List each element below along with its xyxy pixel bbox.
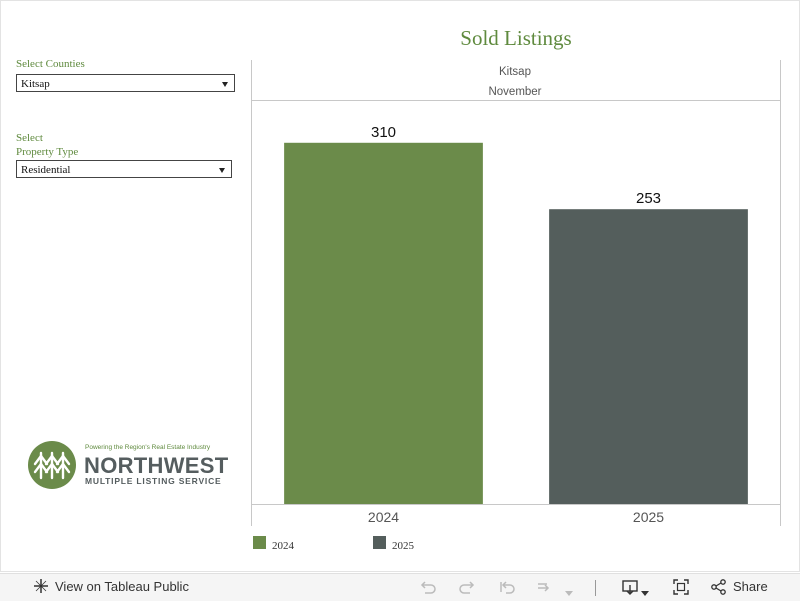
undo-icon[interactable] (419, 578, 437, 601)
tableau-logo-icon (33, 578, 49, 599)
logo-name: NORTHWEST (84, 453, 229, 478)
data-label-2025: 253 (636, 190, 661, 207)
dashboard-frame: Sold Listings Select Counties Kitsap Sel… (0, 0, 800, 572)
legend-swatch-2024 (253, 536, 266, 549)
dropdown-arrow-icon (222, 82, 228, 87)
view-on-tableau-public-link[interactable]: View on Tableau Public (55, 579, 189, 594)
data-label-2024: 310 (371, 124, 396, 141)
chart-header-month: November (488, 86, 541, 98)
toolbar-divider (595, 580, 596, 596)
nwmls-logo: Powering the Region's Real Estate Indust… (27, 440, 237, 492)
share-button[interactable]: Share (733, 579, 768, 594)
refresh-icon[interactable] (535, 578, 553, 601)
dashboard-title: Sold Listings (460, 26, 572, 50)
property-type-label-line1: Select (16, 132, 43, 144)
counties-select[interactable]: Kitsap (16, 74, 235, 92)
download-icon[interactable] (621, 578, 639, 601)
x-tick-label-2024: 2024 (368, 509, 399, 525)
redo-icon[interactable] (458, 578, 476, 601)
counties-filter-label: Select Counties (16, 58, 85, 70)
bar-2024[interactable] (284, 142, 483, 505)
revert-icon[interactable] (498, 578, 516, 601)
legend-label-2024: 2024 (272, 540, 294, 552)
download-dropdown-icon[interactable] (641, 584, 649, 602)
logo-subtitle: MULTIPLE LISTING SERVICE (85, 476, 222, 486)
bar-2025[interactable] (549, 209, 748, 504)
property-type-select-value: Residential (21, 164, 71, 176)
legend-label-2025: 2025 (392, 540, 414, 552)
property-type-filter-label: Select Property Type (16, 131, 78, 159)
share-icon[interactable] (710, 578, 728, 601)
x-tick-label-2025: 2025 (633, 509, 664, 525)
legend-swatch-2025 (373, 536, 386, 549)
sold-listings-bar-chart: Kitsap November 310 2024 253 2025 (251, 60, 781, 526)
fullscreen-icon[interactable] (672, 578, 690, 601)
counties-select-value: Kitsap (21, 78, 50, 90)
property-type-label-line2: Property Type (16, 146, 79, 158)
chart-header-county: Kitsap (499, 66, 531, 78)
nwmls-tree-logo-icon (28, 441, 76, 489)
tableau-toolbar: View on Tableau Public Share (0, 573, 800, 601)
property-type-select[interactable]: Residential (16, 160, 232, 178)
dropdown-arrow-icon (219, 168, 225, 173)
refresh-dropdown-icon[interactable] (565, 584, 573, 602)
logo-tagline: Powering the Region's Real Estate Indust… (85, 444, 211, 451)
